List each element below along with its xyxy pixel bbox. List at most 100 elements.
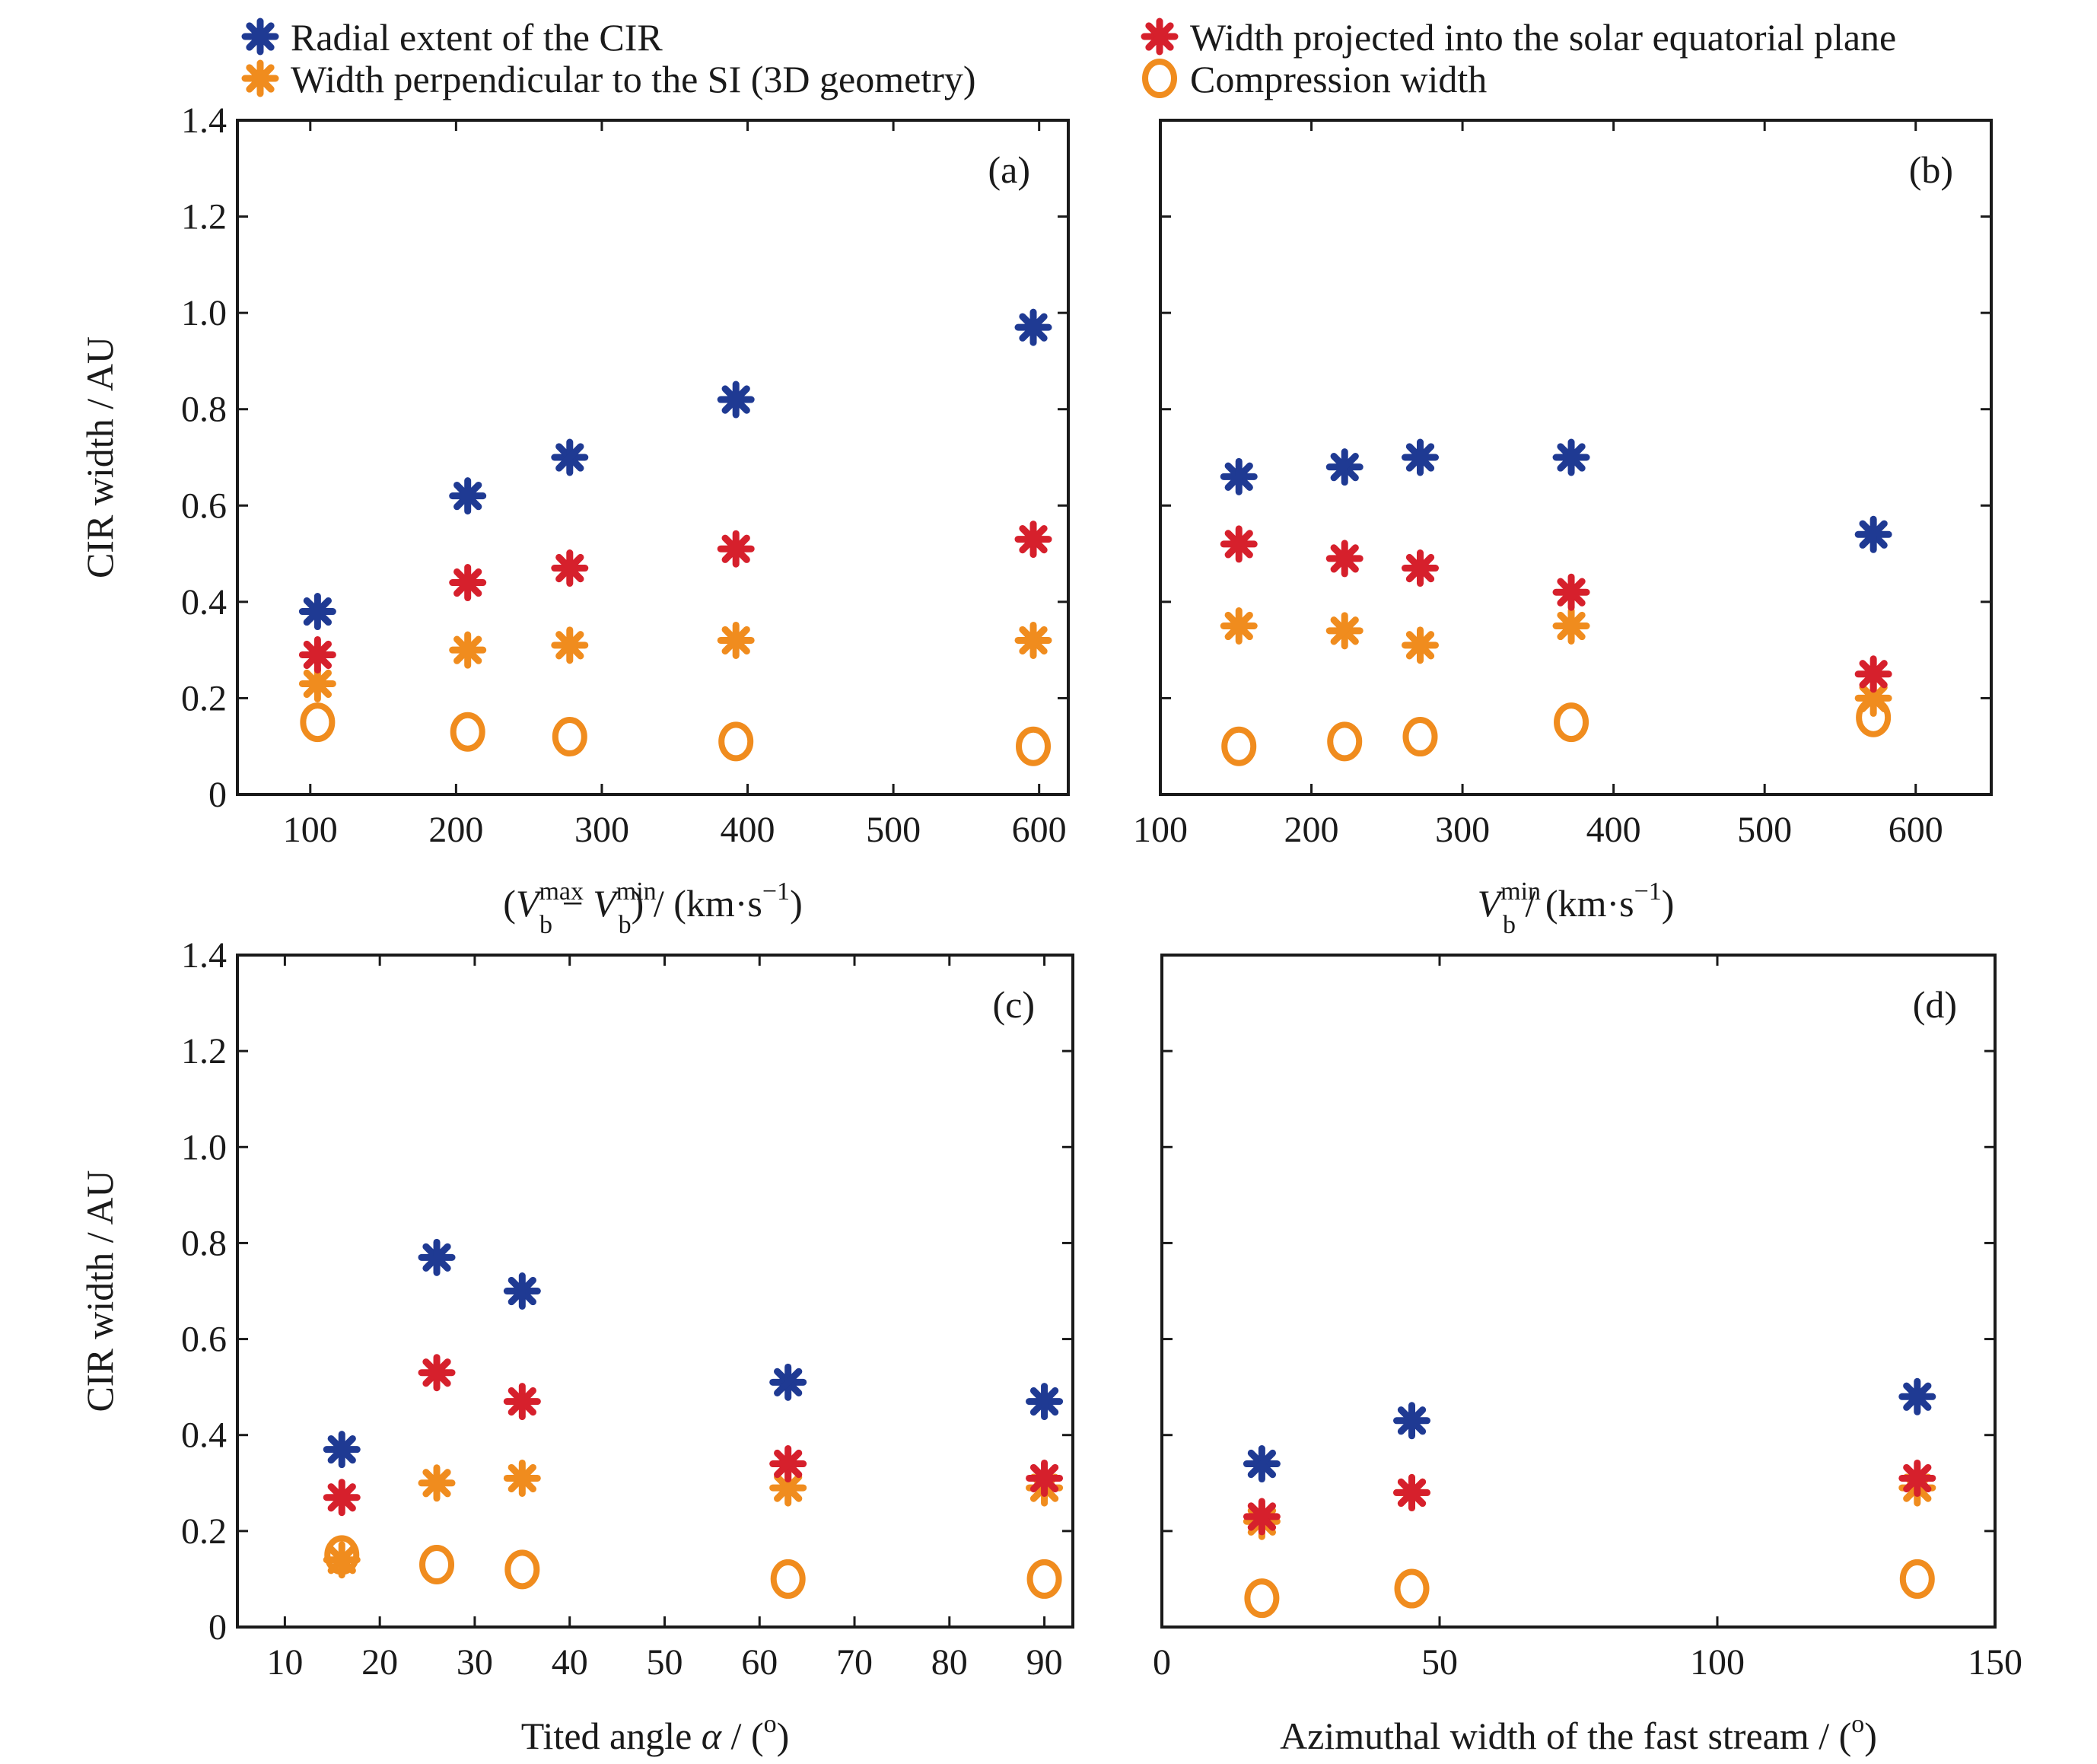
y-tick-label: 0.4 xyxy=(181,1415,227,1456)
y-tick-label: 1.2 xyxy=(181,1031,227,1071)
x-tick-label: 80 xyxy=(931,1642,968,1683)
data-point-proj xyxy=(1898,1459,1936,1497)
legend-item-perp: Width perpendicular to the SI (3D geomet… xyxy=(241,58,976,100)
data-point-proj xyxy=(503,1383,541,1421)
y-axis-label: CIR width / AU xyxy=(78,1170,121,1412)
x-tick-label: 500 xyxy=(866,810,921,850)
x-axis-label: (Vmax b − Vmin b) / (km·s−1) xyxy=(503,877,802,939)
data-point-radial xyxy=(1243,1445,1281,1483)
x-tick-label: 400 xyxy=(721,810,775,850)
x-tick-label: 500 xyxy=(1737,810,1792,850)
series-radial xyxy=(1220,438,1892,553)
data-point-comp xyxy=(1402,717,1438,757)
y-tick-label: 1.0 xyxy=(181,293,227,333)
data-point-proj xyxy=(1552,573,1590,611)
x-tick-label: 50 xyxy=(1421,1642,1458,1683)
x-tick-label: 60 xyxy=(741,1642,778,1683)
data-point-radial xyxy=(769,1363,807,1401)
data-point-comp xyxy=(450,712,485,752)
data-point-proj xyxy=(1401,549,1439,587)
series-comp xyxy=(1244,1559,1935,1619)
data-point-radial xyxy=(1026,1383,1064,1421)
x-tick-label: 300 xyxy=(1435,810,1490,850)
x-tick-label: 70 xyxy=(836,1642,873,1683)
data-point-perp xyxy=(717,621,755,659)
legend-label-comp: Compression width xyxy=(1190,58,1487,100)
x-tick-label: 100 xyxy=(283,810,338,850)
y-axis-label: CIR width / AU xyxy=(78,336,121,578)
data-point-perp xyxy=(1325,612,1364,650)
data-point-proj xyxy=(418,1354,456,1392)
x-tick-label: 30 xyxy=(457,1642,493,1683)
data-point-radial xyxy=(1898,1377,1936,1415)
x-tick-label: 100 xyxy=(1133,810,1188,850)
series-perp xyxy=(1220,607,1892,717)
plot-frame xyxy=(236,954,1074,1629)
data-point-perp xyxy=(1014,621,1052,659)
x-tick-label: 20 xyxy=(361,1642,398,1683)
y-tick-label: 1.0 xyxy=(181,1127,227,1167)
data-point-perp xyxy=(551,626,589,664)
legend-marker-perp xyxy=(241,59,279,97)
y-tick-label: 0 xyxy=(208,775,227,815)
data-point-radial xyxy=(717,381,755,419)
legend-item-proj: Width projected into the solar equatoria… xyxy=(1141,16,1896,59)
data-point-comp xyxy=(504,1549,540,1590)
data-point-radial xyxy=(1014,308,1052,346)
plot-frame xyxy=(1160,954,1997,1629)
x-tick-label: 0 xyxy=(1153,1642,1171,1683)
data-point-radial xyxy=(1854,515,1892,553)
panel-c: 0 0.2 0.4 0.6 0.8 1.0 1.2 1.4 10 20 30 40 50 60 70 80 90… xyxy=(78,935,1074,1757)
x-tick-label: 100 xyxy=(1690,1642,1745,1683)
data-point-proj xyxy=(551,549,589,587)
data-point-comp xyxy=(1016,726,1052,766)
x-tick-label: 400 xyxy=(1586,810,1641,850)
data-point-radial xyxy=(503,1272,541,1310)
legend-label-proj: Width projected into the solar equatoria… xyxy=(1190,16,1896,59)
data-point-proj xyxy=(1026,1459,1064,1497)
plot-frame xyxy=(236,119,1070,796)
plot-frame xyxy=(1159,119,1993,796)
y-tick-label: 0.6 xyxy=(181,1320,227,1360)
x-axis-label: Azimuthal width of the fast stream / (o) xyxy=(1280,1710,1877,1757)
x-tick-label: 200 xyxy=(428,810,483,850)
x-tick-label: 10 xyxy=(266,1642,303,1683)
x-tick-label: 50 xyxy=(646,1642,683,1683)
series-radial xyxy=(298,308,1052,631)
legend-label-perp: Width perpendicular to the SI (3D geomet… xyxy=(291,58,976,100)
series-perp xyxy=(323,1459,1064,1579)
data-point-radial xyxy=(551,438,589,476)
panel-label: (d) xyxy=(1913,983,1957,1026)
series-comp xyxy=(324,1535,1062,1599)
data-point-proj xyxy=(1243,1498,1281,1536)
data-point-comp xyxy=(770,1559,806,1599)
series-proj xyxy=(298,521,1052,673)
data-point-radial xyxy=(1325,448,1364,486)
data-point-proj xyxy=(323,1479,361,1517)
x-tick-label: 150 xyxy=(1968,1642,2022,1683)
data-point-radial xyxy=(323,1431,361,1469)
series-proj xyxy=(1243,1459,1936,1536)
data-point-proj xyxy=(1325,540,1364,578)
series-comp xyxy=(300,702,1052,766)
legend-marker-comp xyxy=(1142,59,1177,98)
panel-label: (a) xyxy=(988,148,1031,191)
series-proj xyxy=(323,1354,1064,1517)
data-point-comp xyxy=(1221,726,1257,766)
panel-label: (c) xyxy=(993,983,1036,1026)
panel-d: 0 50 100 150 (d) Azimuthal width of the fast … xyxy=(1153,954,2022,1757)
data-point-radial xyxy=(449,477,487,515)
data-point-comp xyxy=(552,717,587,757)
x-tick-label: 600 xyxy=(1889,810,1943,850)
y-tick-label: 1.2 xyxy=(181,197,227,237)
data-point-radial xyxy=(1393,1402,1430,1440)
data-point-perp xyxy=(449,631,487,669)
data-point-comp xyxy=(1899,1559,1935,1599)
data-point-comp xyxy=(300,702,336,743)
series-perp xyxy=(298,621,1052,702)
data-point-perp xyxy=(1401,626,1439,664)
data-point-proj xyxy=(1854,655,1892,693)
